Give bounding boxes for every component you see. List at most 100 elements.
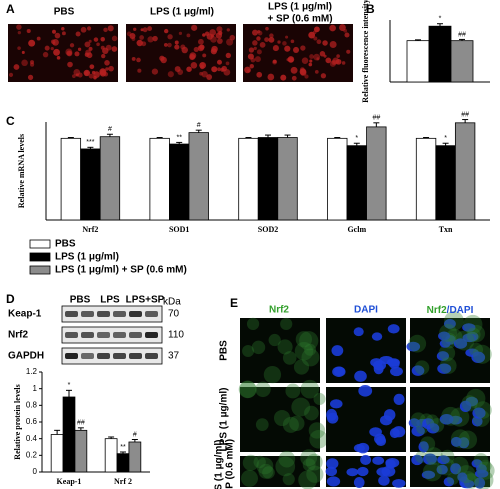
cell-signal (466, 388, 486, 409)
cell-signal (314, 70, 319, 74)
blot-band (113, 311, 126, 317)
blot-band (145, 332, 158, 338)
cell-signal (99, 68, 107, 76)
cell-signal (50, 47, 54, 51)
bar (238, 137, 259, 221)
y-tick-label: 1.2 (26, 367, 38, 376)
cell-signal (163, 43, 168, 47)
cell-signal (299, 331, 319, 351)
bar (428, 25, 452, 83)
cell-signal (309, 430, 328, 449)
cell-signal (16, 24, 22, 30)
blot-band (81, 311, 94, 317)
cell-signal (241, 469, 259, 487)
cell-signal (439, 357, 457, 375)
cell-signal (17, 30, 22, 35)
bar (74, 429, 88, 473)
blot-band (145, 353, 158, 359)
column-header: Nrf2 (269, 305, 289, 316)
nucleus (373, 363, 384, 375)
cell-signal (174, 44, 180, 50)
western-blot: Keap-1 70 Nrf2 110 GAPDH 37 (8, 305, 184, 365)
nucleus (426, 423, 440, 434)
cell-signal (251, 340, 266, 355)
cell-signal (136, 39, 143, 47)
row-label: LPS (1 μg/ml) (214, 440, 225, 489)
cell-signal (54, 32, 61, 39)
nucleus (474, 477, 486, 489)
cell-signal (147, 26, 153, 31)
cell-signal (216, 26, 223, 33)
cell-signal (75, 31, 81, 37)
cell-signal (329, 41, 337, 48)
cell-signal (174, 40, 179, 45)
cell-signal (280, 74, 287, 81)
nucleus (462, 323, 476, 332)
row-label: PBS (219, 340, 230, 361)
cell-signal (272, 59, 277, 64)
cell-signal (200, 65, 205, 70)
cell-signal (52, 41, 56, 45)
y-axis-label: Relative fluorescence intensity (361, 0, 370, 103)
cell-signal (89, 64, 95, 70)
legend-label: LPS (1 μg/ml) + SP (0.6 mM) (55, 265, 187, 276)
cell-signal (178, 31, 183, 35)
cell-signal (30, 60, 35, 65)
nucleus (392, 479, 406, 488)
cell-signal (285, 383, 301, 399)
cell-signal (299, 68, 307, 76)
column-header: DAPI (354, 305, 378, 316)
cell-signal (444, 310, 464, 331)
cell-signal (84, 41, 91, 48)
cell-signal (301, 57, 309, 64)
cell-signal (210, 48, 217, 55)
cell-signal (309, 54, 314, 59)
nucleus (360, 454, 372, 465)
cell-signal (105, 44, 112, 51)
cell-signal (265, 26, 269, 31)
cell-signal (83, 69, 91, 77)
significance: # (133, 431, 137, 438)
nucleus (411, 425, 425, 437)
blot-band (81, 353, 94, 359)
cell-signal (250, 57, 256, 63)
cell-signal (316, 39, 322, 45)
cell-signal (282, 41, 287, 46)
image-label: LPS (1 μg/ml) (150, 7, 214, 18)
nucleus (354, 370, 367, 382)
cell-signal (74, 51, 80, 57)
cell-signal (277, 339, 293, 355)
cell-signal (180, 44, 186, 50)
panel-letter: B (366, 2, 375, 16)
cell-signal (225, 61, 230, 66)
cell-signal (414, 360, 430, 375)
cell-signal (223, 68, 231, 76)
blot-kda: 37 (168, 351, 180, 362)
cell-signal (136, 57, 141, 63)
cell-signal (202, 53, 207, 58)
cell-signal (93, 75, 97, 80)
cell-signal (190, 62, 198, 69)
cell-signal (322, 40, 328, 46)
bar (257, 137, 279, 221)
cell-signal (275, 456, 296, 477)
blot-row-label: Nrf2 (8, 330, 28, 341)
cell-signal (186, 33, 191, 38)
legend-label: LPS (1 μg/ml) (55, 252, 119, 263)
bar (169, 143, 190, 221)
cell-signal (88, 73, 94, 79)
cell-signal (72, 74, 76, 79)
y-tick-label: 0.2 (26, 450, 38, 459)
cell-signal (193, 46, 199, 53)
cell-signal (287, 56, 295, 63)
image-label: PBS (54, 7, 75, 18)
cell-signal (26, 29, 31, 34)
cell-signal (474, 401, 492, 419)
micrographs (8, 24, 495, 489)
blot-band (97, 311, 110, 317)
cell-signal (220, 67, 225, 72)
cell-signal (439, 323, 458, 342)
cell-signal (479, 459, 492, 473)
cell-signal (298, 470, 318, 489)
cell-signal (420, 436, 436, 452)
